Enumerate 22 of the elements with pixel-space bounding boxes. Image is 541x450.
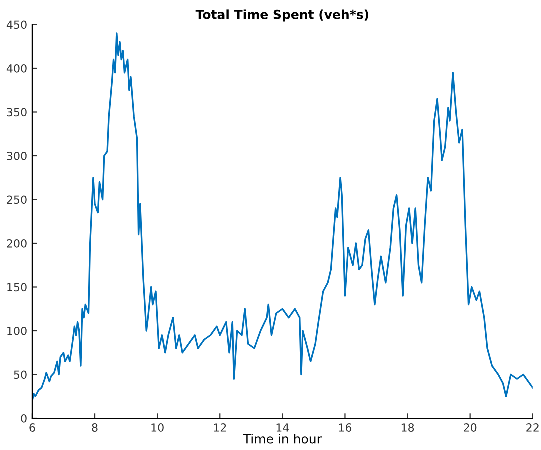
- x-tick-label: 20: [464, 424, 477, 432]
- chart-title: Total Time Spent (veh*s): [196, 10, 368, 22]
- x-axis-title: Time in hour: [243, 434, 322, 444]
- x-tick-label: 22: [526, 424, 539, 432]
- x-tick-label: 10: [152, 424, 164, 432]
- y-tick-label: 450: [6, 20, 27, 30]
- line-series: [32, 32, 533, 402]
- y-tick-label: 400: [6, 64, 27, 73]
- y-tick-label: 250: [7, 196, 27, 204]
- y-tick-label: 100: [8, 326, 27, 336]
- x-tick-label: 16: [339, 424, 352, 432]
- y-tick-label: 300: [7, 152, 27, 160]
- y-tick-label: 200: [7, 239, 27, 248]
- x-tick-label: 14: [276, 424, 290, 432]
- y-tick-label: 0: [21, 414, 27, 423]
- x-tick-label: 18: [402, 424, 414, 432]
- x-tick-label: 8: [92, 424, 98, 432]
- y-tick-label: 350: [7, 108, 27, 117]
- x-tick-label: 6: [30, 424, 36, 432]
- y-tick-label: 150: [8, 283, 27, 292]
- y-tick-label: 50: [14, 370, 27, 380]
- x-tick-label: 12: [214, 424, 226, 432]
